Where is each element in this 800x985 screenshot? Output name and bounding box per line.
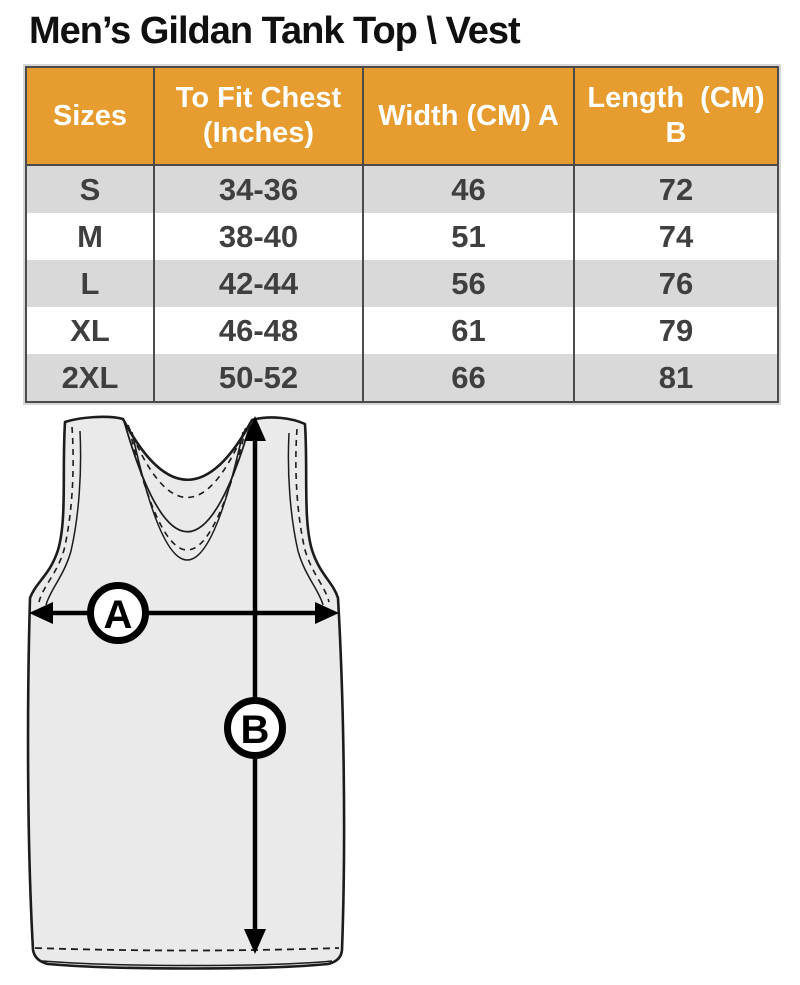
cell-size: M [26,213,154,260]
cell-chest: 46-48 [153,307,363,354]
width-label-badge: A [87,582,149,644]
cell-chest: 38-40 [153,213,363,260]
cell-chest: 34-36 [153,165,363,213]
size-chart-table: Sizes To Fit Chest (Inches) Width (CM) A… [25,66,779,403]
tank-top-svg: A B [26,415,346,970]
width-arrow [29,602,339,624]
back-neck-stitch [127,424,248,499]
cell-size: 2XL [26,354,154,402]
width-arrowhead-left [29,602,53,624]
front-collar-inner-edge [131,431,244,561]
length-label-badge: B [224,697,286,759]
table-header-row: Sizes To Fit Chest (Inches) Width (CM) A… [26,67,778,166]
table-row: M 38-40 51 74 [26,213,778,260]
cell-length: 81 [573,354,778,402]
tank-top-diagram: A B [20,412,350,977]
header-sizes: Sizes [26,67,154,166]
cell-length: 76 [573,260,778,307]
cell-length: 74 [573,213,778,260]
cell-length: 72 [573,165,778,213]
right-armhole-stitch [295,428,330,603]
table-row: L 42-44 56 76 [26,260,778,307]
cell-width: 56 [362,260,574,307]
header-length: Length (CM) B [573,67,778,166]
table-row: XL 46-48 61 79 [26,307,778,354]
cell-length: 79 [573,307,778,354]
width-arrowhead-right [315,602,339,624]
length-arrowhead-bottom [244,929,266,954]
hem-inner-lip [41,960,333,967]
cell-chest: 42-44 [153,260,363,307]
length-label: B [241,708,270,752]
left-armhole-inner-edge [45,430,82,606]
width-label: A [104,593,133,637]
table-row: S 34-36 46 72 [26,165,778,213]
table-row: 2XL 50-52 66 81 [26,354,778,402]
page-title: Men’s Gildan Tank Top \ Vest [29,10,521,52]
header-chest: To Fit Chest (Inches) [153,67,363,166]
cell-size: L [26,260,154,307]
hem-stitch [34,947,340,952]
tank-top-outline [26,415,346,970]
left-armhole-stitch [38,426,74,603]
cell-chest: 50-52 [153,354,363,402]
right-armhole-inner-edge [287,432,324,606]
cell-width: 66 [362,354,574,402]
cell-size: S [26,165,154,213]
cell-width: 61 [362,307,574,354]
cell-width: 51 [362,213,574,260]
cell-width: 46 [362,165,574,213]
length-arrowhead-top [244,416,266,441]
header-width: Width (CM) A [362,67,574,166]
cell-size: XL [26,307,154,354]
length-arrow [244,416,266,954]
